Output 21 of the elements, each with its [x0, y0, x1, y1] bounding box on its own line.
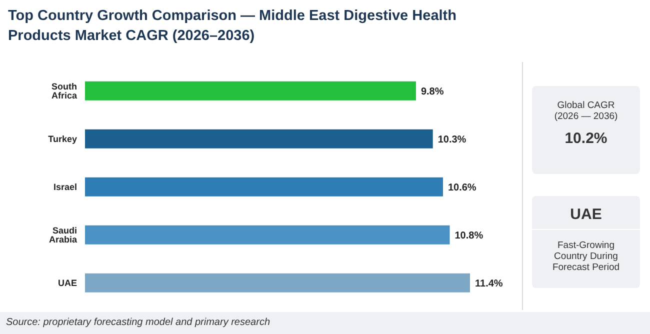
data-label: 10.8% — [454, 230, 484, 242]
y-tick-label: Israel — [53, 182, 77, 192]
bar — [85, 177, 443, 196]
data-label: 9.8% — [420, 86, 444, 98]
y-tick-label: Saudi Arabia — [48, 226, 78, 245]
y-tick-label: UAE — [58, 278, 77, 288]
text: Global CAGR (2026 — 2036) — [553, 100, 619, 122]
text: Fast-Growing Country During Forecast Period — [551, 240, 621, 273]
bar — [85, 225, 450, 244]
y-tick-label: South Africa — [51, 82, 78, 101]
data-label: 11.4% — [475, 278, 503, 290]
data-label: 10.6% — [448, 182, 476, 194]
text: 10.2% — [564, 130, 608, 147]
bar — [85, 273, 470, 292]
source-note: Source: proprietary forecasting model and primary research — [0, 312, 650, 333]
y-tick-label: Turkey — [48, 134, 77, 144]
data-label: 10.3% — [438, 134, 466, 146]
bar — [85, 81, 416, 100]
bar — [85, 129, 433, 148]
text: UAE — [532, 196, 640, 230]
chart-title: Top Country Growth Comparison — Middle East Digestive Health Products Market CAGR (2026–2036) — [8, 7, 458, 46]
